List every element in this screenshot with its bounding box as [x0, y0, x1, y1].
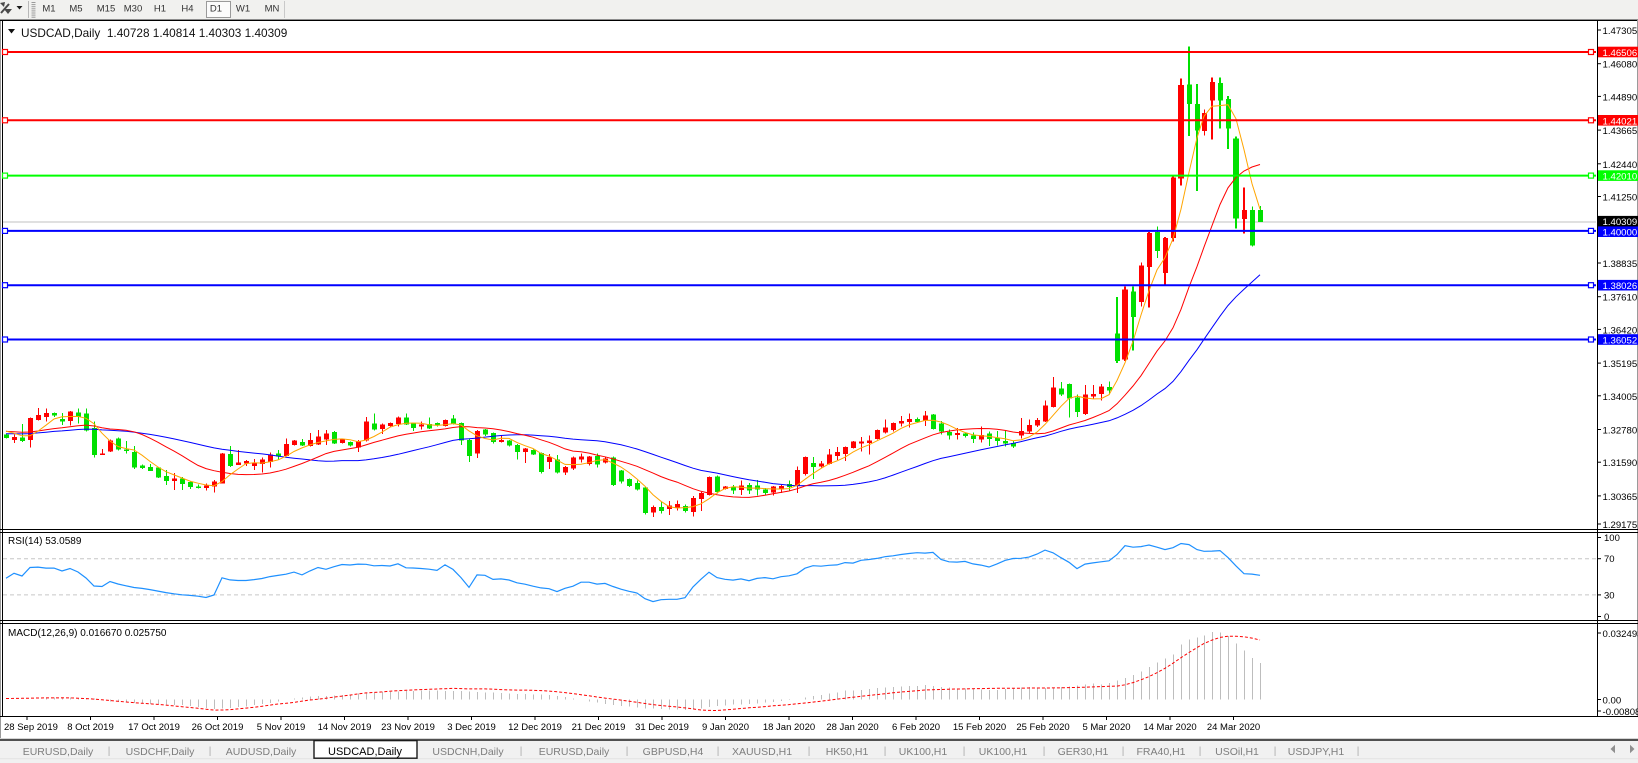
svg-text:0.00: 0.00	[1603, 696, 1622, 707]
svg-text:H4: H4	[181, 4, 193, 15]
svg-text:1.32780: 1.32780	[1603, 426, 1638, 437]
svg-text:0: 0	[1604, 612, 1609, 623]
svg-text:3 Dec 2019: 3 Dec 2019	[447, 722, 496, 733]
svg-text:1.38026: 1.38026	[1603, 281, 1638, 292]
svg-text:USDCAD,Daily: USDCAD,Daily	[328, 746, 402, 758]
svg-text:70: 70	[1604, 554, 1615, 565]
svg-text:|: |	[884, 746, 887, 757]
svg-text:USDCHF,Daily: USDCHF,Daily	[126, 746, 196, 758]
svg-text:UK100,H1: UK100,H1	[979, 746, 1028, 758]
svg-text:|: |	[717, 746, 720, 757]
svg-text:12 Dec 2019: 12 Dec 2019	[508, 722, 562, 733]
svg-text:1.29175: 1.29175	[1603, 520, 1638, 531]
svg-text:USDCNH,Daily: USDCNH,Daily	[432, 746, 504, 758]
svg-text:M15: M15	[97, 4, 115, 15]
svg-text:D1: D1	[210, 4, 222, 15]
svg-text:1.31590: 1.31590	[1603, 458, 1638, 469]
svg-text:W1: W1	[236, 4, 250, 15]
svg-text:1.38835: 1.38835	[1603, 259, 1638, 270]
svg-text:-0.008086: -0.008086	[1603, 707, 1638, 718]
svg-text:1.40000: 1.40000	[1603, 228, 1638, 239]
svg-text:1.35195: 1.35195	[1603, 359, 1638, 370]
svg-text:1.46080: 1.46080	[1603, 60, 1638, 71]
svg-text:|: |	[1043, 746, 1046, 757]
svg-text:5 Mar 2020: 5 Mar 2020	[1082, 722, 1130, 733]
svg-text:8 Oct 2019: 8 Oct 2019	[67, 722, 113, 733]
svg-text:5 Nov 2019: 5 Nov 2019	[257, 722, 306, 733]
svg-text:UK100,H1: UK100,H1	[899, 746, 948, 758]
svg-text:M5: M5	[69, 4, 82, 15]
svg-text:H1: H1	[154, 4, 166, 15]
svg-text:1.37610: 1.37610	[1603, 293, 1638, 304]
svg-text:28 Jan 2020: 28 Jan 2020	[826, 722, 878, 733]
svg-text:0.032493: 0.032493	[1603, 629, 1638, 640]
svg-text:1.42440: 1.42440	[1603, 160, 1638, 171]
svg-text:M30: M30	[124, 4, 142, 15]
svg-text:1.46506: 1.46506	[1603, 48, 1638, 59]
svg-text:18 Jan 2020: 18 Jan 2020	[763, 722, 815, 733]
svg-text:EURUSD,Daily: EURUSD,Daily	[23, 746, 94, 758]
svg-text:RSI(14) 53.0589: RSI(14) 53.0589	[8, 536, 82, 547]
svg-text:31 Dec 2019: 31 Dec 2019	[635, 722, 689, 733]
svg-text:FRA40,H1: FRA40,H1	[1136, 746, 1185, 758]
svg-text:15 Feb 2020: 15 Feb 2020	[953, 722, 1006, 733]
svg-text:24 Mar 2020: 24 Mar 2020	[1207, 722, 1260, 733]
svg-text:|: |	[808, 746, 811, 757]
svg-text:17 Oct 2019: 17 Oct 2019	[128, 722, 180, 733]
svg-text:M1: M1	[42, 4, 55, 15]
svg-text:1.43665: 1.43665	[1603, 126, 1638, 137]
svg-text:|: |	[1199, 746, 1202, 757]
svg-text:25 Feb 2020: 25 Feb 2020	[1016, 722, 1069, 733]
svg-text:6 Feb 2020: 6 Feb 2020	[892, 722, 940, 733]
svg-text:|: |	[108, 746, 111, 757]
svg-text:21 Dec 2019: 21 Dec 2019	[572, 722, 626, 733]
svg-text:|: |	[1357, 746, 1360, 757]
svg-text:1.34005: 1.34005	[1603, 392, 1638, 403]
svg-text:1.41250: 1.41250	[1603, 193, 1638, 204]
svg-text:USDCAD,Daily 1.40728 1.40814: USDCAD,Daily 1.40728 1.40814 1.40303 1.4…	[21, 26, 287, 40]
svg-text:100: 100	[1604, 533, 1620, 544]
svg-text:XAUUSD,H1: XAUUSD,H1	[732, 746, 792, 758]
svg-text:1.36420: 1.36420	[1603, 325, 1638, 336]
svg-text:1.36052: 1.36052	[1603, 336, 1638, 347]
svg-text:1.40309: 1.40309	[1603, 217, 1638, 228]
svg-text:9 Jan 2020: 9 Jan 2020	[702, 722, 749, 733]
svg-text:USOil,H1: USOil,H1	[1215, 746, 1259, 758]
svg-text:EURUSD,Daily: EURUSD,Daily	[539, 746, 610, 758]
svg-text:|: |	[520, 746, 523, 757]
svg-text:14 Mar 2020: 14 Mar 2020	[1143, 722, 1196, 733]
svg-text:|: |	[1274, 746, 1277, 757]
svg-text:23 Nov 2019: 23 Nov 2019	[381, 722, 435, 733]
svg-text:1.30365: 1.30365	[1603, 492, 1638, 503]
svg-text:26 Oct 2019: 26 Oct 2019	[192, 722, 244, 733]
svg-text:USDJPY,H1: USDJPY,H1	[1288, 746, 1345, 758]
svg-text:|: |	[1122, 746, 1125, 757]
svg-text:AUDUSD,Daily: AUDUSD,Daily	[226, 746, 297, 758]
svg-text:1.44021: 1.44021	[1603, 116, 1638, 127]
svg-text:1.44890: 1.44890	[1603, 92, 1638, 103]
svg-text:|: |	[209, 746, 212, 757]
svg-text:GBPUSD,H4: GBPUSD,H4	[643, 746, 704, 758]
svg-text:1.47305: 1.47305	[1603, 26, 1638, 37]
svg-text:GER30,H1: GER30,H1	[1058, 746, 1109, 758]
svg-text:1.42010: 1.42010	[1603, 172, 1638, 183]
svg-text:MN: MN	[265, 4, 280, 15]
svg-text:28 Sep 2019: 28 Sep 2019	[4, 722, 58, 733]
svg-text:|: |	[626, 746, 629, 757]
svg-text:HK50,H1: HK50,H1	[826, 746, 869, 758]
svg-text:MACD(12,26,9) 0.016670 0.02575: MACD(12,26,9) 0.016670 0.025750	[8, 628, 167, 639]
svg-text:|: |	[963, 746, 966, 757]
svg-text:30: 30	[1604, 590, 1615, 601]
svg-text:14 Nov 2019: 14 Nov 2019	[318, 722, 372, 733]
